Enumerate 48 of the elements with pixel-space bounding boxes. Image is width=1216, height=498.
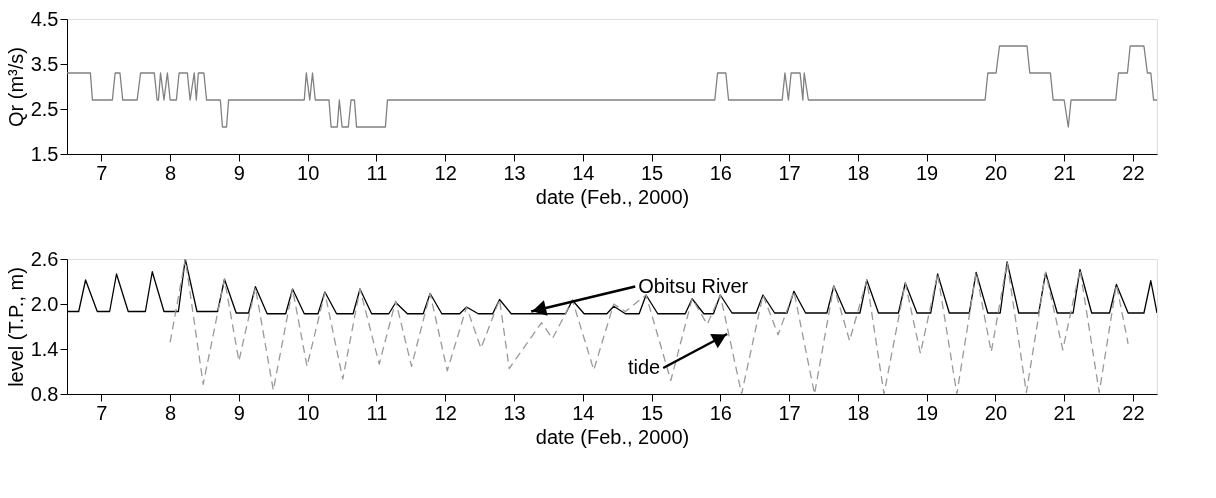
line-series [169,259,1129,394]
x-tick-label: 21 [1053,401,1076,424]
line-series [67,45,1157,128]
x-tick-label: 8 [165,401,177,424]
y-tick-label: 2.6 [30,247,59,270]
y-tick-label: 2.5 [30,97,59,120]
y-tick-label: 3.5 [30,52,59,75]
x-tick-label: 22 [1122,401,1145,424]
x-tick-label: 14 [572,161,595,184]
x-tick-label: 20 [984,161,1008,184]
y-tick-label: 1.4 [30,337,59,360]
x-tick-label: 7 [96,161,108,184]
x-tick-label: 16 [709,401,732,424]
x-tick-label: 19 [916,401,939,424]
x-tick-label: 18 [847,401,870,424]
y-tick-label: 4.5 [30,7,59,30]
x-tick-label: 9 [233,161,245,184]
y-tick-label: 0.8 [30,382,59,405]
x-tick-label: 17 [778,401,801,424]
x-tick-label: 12 [434,161,457,184]
x-tick-label: 22 [1122,161,1145,184]
x-tick-label: 13 [503,161,526,184]
y-tick-label: 2.0 [30,292,59,315]
x-tick-label: 19 [916,161,939,184]
x-tick-label: 15 [640,161,664,184]
x-tick-label: 10 [297,161,320,184]
x-tick-label: 21 [1053,161,1076,184]
x-tick-label: 17 [778,161,801,184]
x-tick-label: 11 [366,161,388,184]
y-axis-title: Qr (m³/s) [4,47,27,127]
x-axis-title: date (Feb., 2000) [535,185,690,208]
x-tick-label: 13 [503,401,526,424]
x-tick-label: 14 [572,401,595,424]
y-tick-label: 1.5 [30,142,59,165]
x-tick-label: 8 [165,161,177,184]
x-axis-title: date (Feb., 2000) [535,425,690,448]
x-tick-label: 9 [233,401,245,424]
x-tick-label: 10 [297,401,320,424]
x-tick-label: 7 [96,401,108,424]
x-tick-label: 15 [640,401,664,424]
x-tick-label: 20 [984,401,1008,424]
x-tick-label: 18 [847,161,870,184]
x-tick-label: 11 [366,401,388,424]
annotation: Obitsu River [638,274,749,297]
x-tick-label: 12 [434,401,457,424]
annotation: tide [627,356,661,378]
x-tick-label: 16 [709,161,732,184]
y-axis-title: level (T.P., m) [4,267,27,387]
